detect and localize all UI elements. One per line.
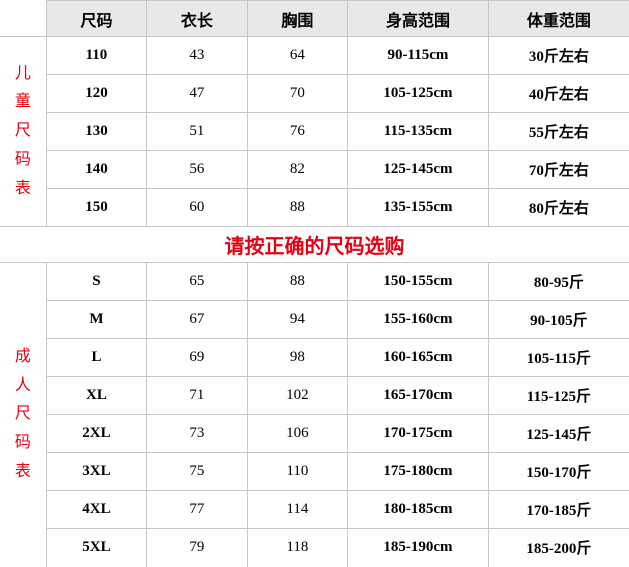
size-cell: XL <box>46 377 146 415</box>
cell: 30斤左右 <box>488 37 629 75</box>
size-cell: 2XL <box>46 415 146 453</box>
cell: 94 <box>247 301 347 339</box>
size-cell: 3XL <box>46 453 146 491</box>
cell: 165-170cm <box>348 377 489 415</box>
cell: 180-185cm <box>348 491 489 529</box>
size-cell: M <box>46 301 146 339</box>
cell: 170-185斤 <box>488 491 629 529</box>
cell: 55斤左右 <box>488 113 629 151</box>
cell: 98 <box>247 339 347 377</box>
cell: 115-135cm <box>348 113 489 151</box>
size-cell: 150 <box>46 189 146 227</box>
table-row: 1305176115-135cm55斤左右 <box>0 113 629 151</box>
cell: 150-170斤 <box>488 453 629 491</box>
cell: 47 <box>147 75 247 113</box>
column-header: 身高范围 <box>348 1 489 37</box>
table-row: 1405682125-145cm70斤左右 <box>0 151 629 189</box>
table-row: 3XL75110175-180cm150-170斤 <box>0 453 629 491</box>
cell: 73 <box>147 415 247 453</box>
table-row: M6794155-160cm90-105斤 <box>0 301 629 339</box>
cell: 80-95斤 <box>488 263 629 301</box>
size-cell: 130 <box>46 113 146 151</box>
size-cell: L <box>46 339 146 377</box>
size-cell: 4XL <box>46 491 146 529</box>
cell: 185-200斤 <box>488 529 629 567</box>
table-row: 1506088135-155cm80斤左右 <box>0 189 629 227</box>
size-chart-wrapper: { "colors": { "accent_red": "#e60012", "… <box>0 0 629 567</box>
cell: 75 <box>147 453 247 491</box>
cell: 125-145cm <box>348 151 489 189</box>
table-row: 成人尺码表S6588150-155cm80-95斤 <box>0 263 629 301</box>
table-row: XL71102165-170cm115-125斤 <box>0 377 629 415</box>
table-row: 5XL79118185-190cm185-200斤 <box>0 529 629 567</box>
cell: 114 <box>247 491 347 529</box>
cell: 67 <box>147 301 247 339</box>
column-header: 胸围 <box>247 1 347 37</box>
notice-text: 请按正确的尺码选购 <box>0 227 629 263</box>
cell: 105-125cm <box>348 75 489 113</box>
cell: 110 <box>247 453 347 491</box>
cell: 185-190cm <box>348 529 489 567</box>
table-row: 1204770105-125cm40斤左右 <box>0 75 629 113</box>
cell: 170-175cm <box>348 415 489 453</box>
cell: 105-115斤 <box>488 339 629 377</box>
cell: 79 <box>147 529 247 567</box>
cell: 56 <box>147 151 247 189</box>
table-row: 2XL73106170-175cm125-145斤 <box>0 415 629 453</box>
header-row: 尺码衣长胸围身高范围体重范围 <box>0 1 629 37</box>
cell: 40斤左右 <box>488 75 629 113</box>
cell: 175-180cm <box>348 453 489 491</box>
adult-section-label: 成人尺码表 <box>0 263 46 567</box>
cell: 82 <box>247 151 347 189</box>
column-header: 体重范围 <box>488 1 629 37</box>
table-row: L6998160-165cm105-115斤 <box>0 339 629 377</box>
cell: 125-145斤 <box>488 415 629 453</box>
cell: 80斤左右 <box>488 189 629 227</box>
table-row: 儿童尺码表110436490-115cm30斤左右 <box>0 37 629 75</box>
cell: 64 <box>247 37 347 75</box>
table-row: 4XL77114180-185cm170-185斤 <box>0 491 629 529</box>
column-header: 尺码 <box>46 1 146 37</box>
kids-section-label: 儿童尺码表 <box>0 37 46 227</box>
size-cell: 140 <box>46 151 146 189</box>
cell: 70斤左右 <box>488 151 629 189</box>
cell: 155-160cm <box>348 301 489 339</box>
size-cell: 120 <box>46 75 146 113</box>
size-chart-table: 尺码衣长胸围身高范围体重范围儿童尺码表110436490-115cm30斤左右1… <box>0 0 629 567</box>
cell: 76 <box>247 113 347 151</box>
cell: 106 <box>247 415 347 453</box>
cell: 118 <box>247 529 347 567</box>
cell: 150-155cm <box>348 263 489 301</box>
cell: 90-115cm <box>348 37 489 75</box>
cell: 135-155cm <box>348 189 489 227</box>
size-cell: 110 <box>46 37 146 75</box>
cell: 88 <box>247 263 347 301</box>
cell: 115-125斤 <box>488 377 629 415</box>
cell: 88 <box>247 189 347 227</box>
cell: 71 <box>147 377 247 415</box>
cell: 43 <box>147 37 247 75</box>
column-header: 衣长 <box>147 1 247 37</box>
cell: 70 <box>247 75 347 113</box>
cell: 65 <box>147 263 247 301</box>
cell: 51 <box>147 113 247 151</box>
cell: 102 <box>247 377 347 415</box>
cell: 69 <box>147 339 247 377</box>
cell: 90-105斤 <box>488 301 629 339</box>
header-spacer <box>0 1 46 37</box>
cell: 160-165cm <box>348 339 489 377</box>
cell: 77 <box>147 491 247 529</box>
notice-row: 请按正确的尺码选购 <box>0 227 629 263</box>
size-cell: S <box>46 263 146 301</box>
size-cell: 5XL <box>46 529 146 567</box>
cell: 60 <box>147 189 247 227</box>
